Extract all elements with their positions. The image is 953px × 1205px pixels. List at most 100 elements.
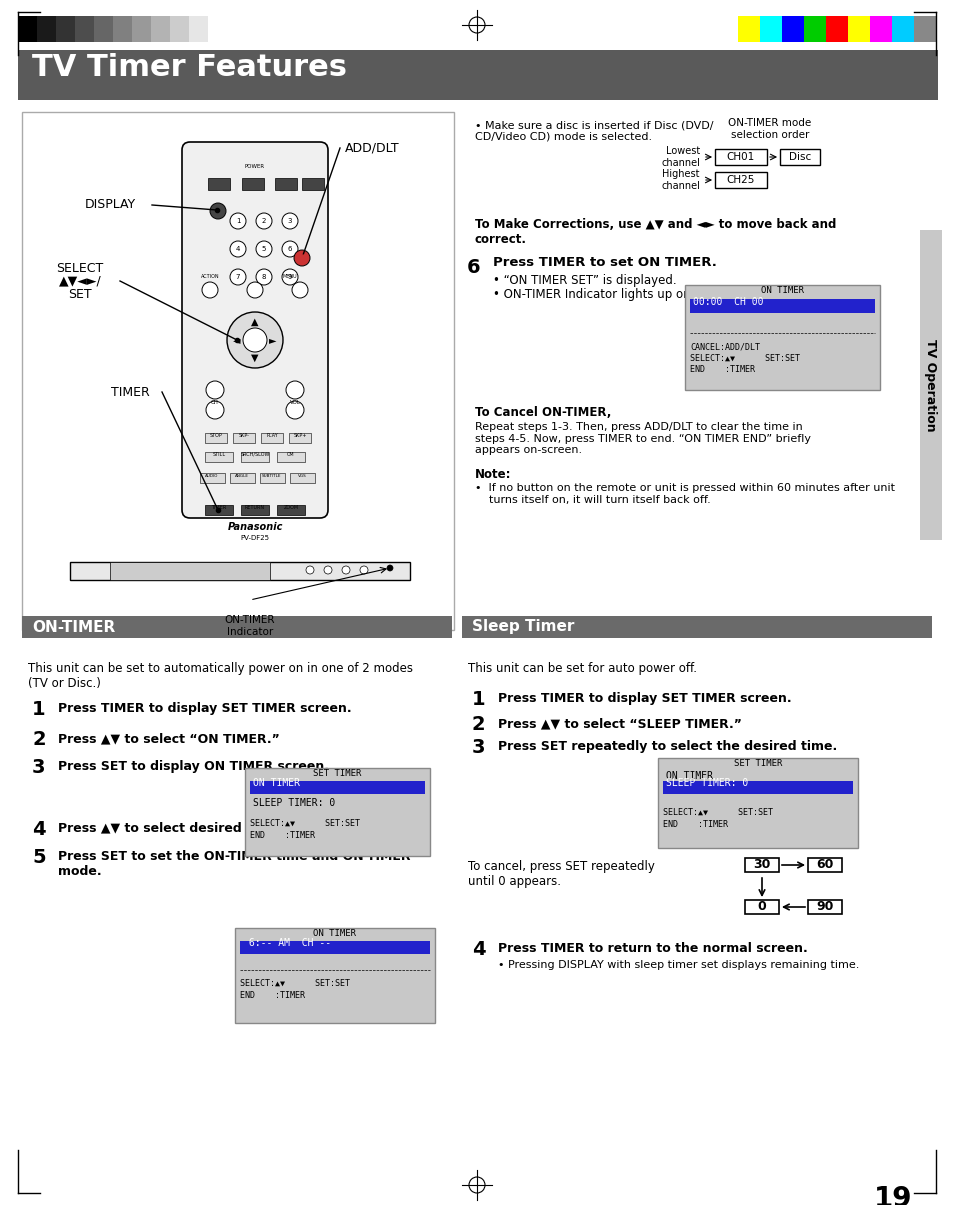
Circle shape xyxy=(210,202,226,219)
Text: 1: 1 xyxy=(32,700,46,719)
Text: MENU: MENU xyxy=(282,274,297,280)
Text: ▲▼◄►/: ▲▼◄►/ xyxy=(58,275,101,288)
Text: 4: 4 xyxy=(235,246,240,252)
Text: Note:: Note: xyxy=(475,468,511,481)
Bar xyxy=(290,474,314,483)
Text: 7: 7 xyxy=(235,274,240,280)
Bar xyxy=(260,474,285,483)
Bar xyxy=(205,433,227,443)
Text: This unit can be set to automatically power on in one of 2 modes
(TV or Disc.): This unit can be set to automatically po… xyxy=(28,662,413,690)
Text: SLEEP TIMER: 0: SLEEP TIMER: 0 xyxy=(253,798,335,809)
Text: ANGLE: ANGLE xyxy=(234,474,249,478)
Text: RETURN: RETURN xyxy=(245,505,265,510)
Bar xyxy=(891,16,913,42)
Bar xyxy=(132,16,151,42)
Text: PLAY: PLAY xyxy=(266,433,277,437)
Bar xyxy=(94,16,112,42)
Circle shape xyxy=(282,241,297,257)
Text: 00:00  CH 00: 00:00 CH 00 xyxy=(692,296,762,307)
Bar xyxy=(825,16,847,42)
Circle shape xyxy=(202,282,218,298)
Text: END    :TIMER: END :TIMER xyxy=(689,365,754,374)
Text: ON TIMER: ON TIMER xyxy=(760,286,803,295)
Text: 1: 1 xyxy=(472,690,485,709)
Bar xyxy=(780,149,820,165)
Text: 5: 5 xyxy=(261,246,266,252)
Text: 2: 2 xyxy=(261,218,266,224)
Text: SKP-: SKP- xyxy=(238,433,249,437)
Text: SET TIMER: SET TIMER xyxy=(733,759,781,768)
Circle shape xyxy=(292,282,308,298)
Bar xyxy=(781,16,803,42)
Text: Press ▲▼ to select “ON TIMER.”: Press ▲▼ to select “ON TIMER.” xyxy=(58,731,279,745)
Bar xyxy=(37,16,56,42)
Text: ▲: ▲ xyxy=(251,317,258,327)
Text: Press SET to display ON TIMER screen.: Press SET to display ON TIMER screen. xyxy=(58,760,329,772)
Circle shape xyxy=(247,282,263,298)
Circle shape xyxy=(282,269,297,286)
Bar xyxy=(302,178,324,190)
Bar xyxy=(919,230,941,540)
Bar xyxy=(276,452,305,462)
Text: ▼: ▼ xyxy=(251,353,258,363)
Text: 2: 2 xyxy=(32,730,46,750)
Bar xyxy=(112,16,132,42)
Text: SUBTITLE: SUBTITLE xyxy=(262,474,281,478)
Text: ON TIMER: ON TIMER xyxy=(665,771,712,781)
Bar xyxy=(18,16,37,42)
Bar xyxy=(684,286,879,390)
Text: Panasonic: Panasonic xyxy=(227,522,282,531)
Text: DISPLAY: DISPLAY xyxy=(85,199,135,212)
FancyBboxPatch shape xyxy=(182,142,328,518)
Bar xyxy=(803,16,825,42)
Bar xyxy=(261,433,283,443)
Text: TIMER: TIMER xyxy=(111,386,150,399)
Bar xyxy=(807,858,841,872)
Circle shape xyxy=(306,566,314,574)
Circle shape xyxy=(206,381,224,399)
Text: 30: 30 xyxy=(753,858,770,871)
Text: ►: ► xyxy=(269,335,276,345)
Text: VGS: VGS xyxy=(297,474,306,478)
Bar xyxy=(22,112,454,630)
Text: SELECT: SELECT xyxy=(56,261,104,275)
Bar xyxy=(689,299,874,313)
Text: ACTION: ACTION xyxy=(200,274,219,280)
Text: TV Timer Features: TV Timer Features xyxy=(32,53,347,82)
Text: 1: 1 xyxy=(235,218,240,224)
Text: ON-TIMER: ON-TIMER xyxy=(32,619,115,635)
Text: 3: 3 xyxy=(32,758,46,777)
Bar xyxy=(205,452,233,462)
Circle shape xyxy=(255,269,272,286)
Text: END    :TIMER: END :TIMER xyxy=(240,991,305,1000)
Text: END    :TIMER: END :TIMER xyxy=(250,831,314,840)
Text: 3: 3 xyxy=(472,737,485,757)
Bar xyxy=(56,16,75,42)
Bar xyxy=(274,178,296,190)
Text: 8: 8 xyxy=(261,274,266,280)
Bar xyxy=(847,16,869,42)
Text: Disc: Disc xyxy=(788,152,810,161)
Text: SELECT:▲▼      SET:SET: SELECT:▲▼ SET:SET xyxy=(240,978,350,988)
Text: Press TIMER to return to the normal screen.: Press TIMER to return to the normal scre… xyxy=(497,942,807,956)
Text: SET: SET xyxy=(68,288,91,300)
Bar xyxy=(233,433,254,443)
Bar xyxy=(75,16,94,42)
Text: Press TIMER to display SET TIMER screen.: Press TIMER to display SET TIMER screen. xyxy=(58,703,352,715)
Text: POWER: POWER xyxy=(245,164,265,169)
Text: AUDIO: AUDIO xyxy=(205,474,218,478)
Bar xyxy=(276,505,305,515)
Text: Repeat steps 1-3. Then, press ADD/DLT to clear the time in
steps 4-5. Now, press: Repeat steps 1-3. Then, press ADD/DLT to… xyxy=(475,422,810,455)
Text: SELECT:▲▼      SET:SET: SELECT:▲▼ SET:SET xyxy=(250,819,359,828)
Circle shape xyxy=(294,249,310,266)
Text: CH25: CH25 xyxy=(726,175,755,186)
Circle shape xyxy=(255,213,272,229)
Text: SELECT:▲▼      SET:SET: SELECT:▲▼ SET:SET xyxy=(662,809,772,817)
Bar xyxy=(18,49,937,100)
Circle shape xyxy=(255,241,272,257)
Text: Press TIMER to display SET TIMER screen.: Press TIMER to display SET TIMER screen. xyxy=(497,692,791,705)
Bar xyxy=(289,433,311,443)
Text: ON-TIMER
Indicator: ON-TIMER Indicator xyxy=(225,615,275,636)
Circle shape xyxy=(286,381,304,399)
Text: ON TIMER: ON TIMER xyxy=(253,778,299,788)
